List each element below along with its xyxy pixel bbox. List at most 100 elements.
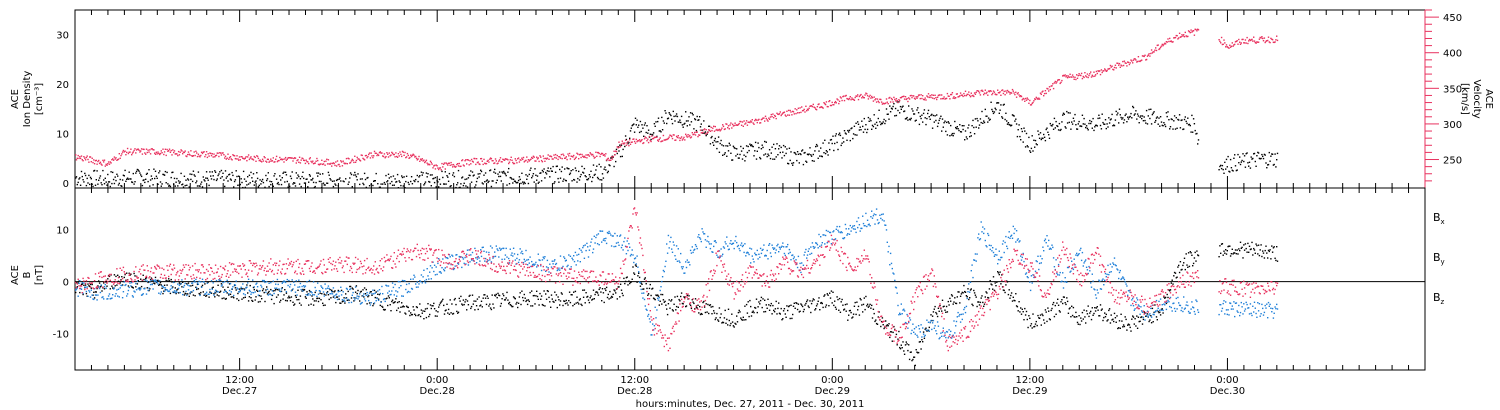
density-point xyxy=(834,135,837,137)
density-point xyxy=(131,181,133,183)
density-point xyxy=(936,125,939,128)
velocity-point xyxy=(857,98,860,101)
velocity-point xyxy=(1023,98,1025,100)
velocity-point xyxy=(168,150,170,152)
density-point xyxy=(899,105,902,108)
density-point xyxy=(399,181,401,183)
velocity-point xyxy=(452,166,454,168)
density-point xyxy=(1043,136,1046,138)
velocity-point xyxy=(725,123,727,125)
velocity-point xyxy=(835,102,837,104)
density-point xyxy=(133,183,135,185)
velocity-point xyxy=(374,152,376,154)
by-point xyxy=(79,287,82,290)
bx-point xyxy=(880,325,882,328)
density-point xyxy=(515,181,517,184)
bx-point xyxy=(76,286,78,288)
density-point xyxy=(530,167,532,169)
density-point xyxy=(874,123,876,125)
velocity-point xyxy=(127,152,130,155)
by-point xyxy=(381,285,383,288)
velocity-point xyxy=(617,147,619,149)
velocity-point xyxy=(289,157,291,159)
by-point xyxy=(196,282,199,284)
bx-point xyxy=(1129,326,1131,329)
bx-point xyxy=(356,292,358,295)
bx-point xyxy=(883,327,885,330)
velocity-point xyxy=(846,97,848,100)
by-point xyxy=(265,291,267,293)
density-point xyxy=(890,107,893,109)
density-point xyxy=(481,182,483,184)
bx-point xyxy=(933,308,935,310)
bx-point xyxy=(187,282,190,284)
velocity-point xyxy=(1187,30,1190,32)
velocity-point xyxy=(945,97,947,100)
bx-point xyxy=(675,305,678,308)
bx-point xyxy=(364,293,367,295)
velocity-point xyxy=(1114,64,1117,66)
bx-point xyxy=(471,294,474,296)
by-point xyxy=(132,296,134,298)
density-point xyxy=(230,179,232,181)
density-point xyxy=(498,175,500,178)
velocity-point xyxy=(429,160,432,162)
velocity-point xyxy=(949,98,951,100)
bx-point xyxy=(781,319,783,321)
velocity-point xyxy=(813,106,815,108)
density-point xyxy=(849,139,851,142)
bx-point xyxy=(768,309,771,311)
velocity-point xyxy=(567,153,569,155)
velocity-point xyxy=(780,114,782,117)
density-point xyxy=(433,177,435,180)
by-point xyxy=(229,282,232,285)
bx-point xyxy=(795,302,797,304)
velocity-point xyxy=(978,90,980,93)
by-point xyxy=(328,287,330,290)
by-point xyxy=(417,286,419,288)
bx-point xyxy=(1057,298,1059,300)
velocity-point xyxy=(1000,94,1002,96)
velocity-point xyxy=(820,106,823,108)
by-point xyxy=(529,256,531,258)
bx-point xyxy=(345,297,348,299)
density-point xyxy=(1186,122,1188,125)
velocity-point xyxy=(1174,36,1177,39)
by-point xyxy=(560,267,563,269)
velocity-point xyxy=(946,92,949,95)
velocity-point xyxy=(1067,75,1070,77)
velocity-point xyxy=(457,165,460,167)
bx-point xyxy=(1080,317,1082,319)
density-point xyxy=(97,183,99,185)
velocity-point xyxy=(381,152,383,154)
velocity-point xyxy=(332,162,335,164)
velocity-point xyxy=(858,95,861,98)
velocity-point xyxy=(574,157,577,159)
bx-point xyxy=(1046,320,1048,323)
by-point xyxy=(277,283,279,286)
velocity-point xyxy=(741,121,744,123)
density-point xyxy=(718,151,721,153)
velocity-point xyxy=(869,94,871,97)
velocity-point xyxy=(485,162,488,165)
density-point xyxy=(104,177,106,179)
by-point xyxy=(363,298,366,300)
bx-point xyxy=(926,330,928,332)
velocity-point xyxy=(427,164,429,166)
bx-point xyxy=(1062,296,1065,298)
velocity-point xyxy=(885,98,888,100)
velocity-point xyxy=(506,158,508,160)
velocity-point xyxy=(436,165,438,167)
bx-point xyxy=(729,324,731,327)
density-point xyxy=(680,115,683,118)
density-point xyxy=(617,146,619,148)
bx-point xyxy=(786,305,788,307)
density-point xyxy=(107,173,109,176)
by-point xyxy=(273,292,275,295)
density-point xyxy=(112,178,115,181)
bx-point xyxy=(539,292,541,295)
velocity-point xyxy=(589,152,591,154)
velocity-point xyxy=(234,157,237,160)
density-point xyxy=(568,168,570,170)
density-point xyxy=(317,175,319,177)
